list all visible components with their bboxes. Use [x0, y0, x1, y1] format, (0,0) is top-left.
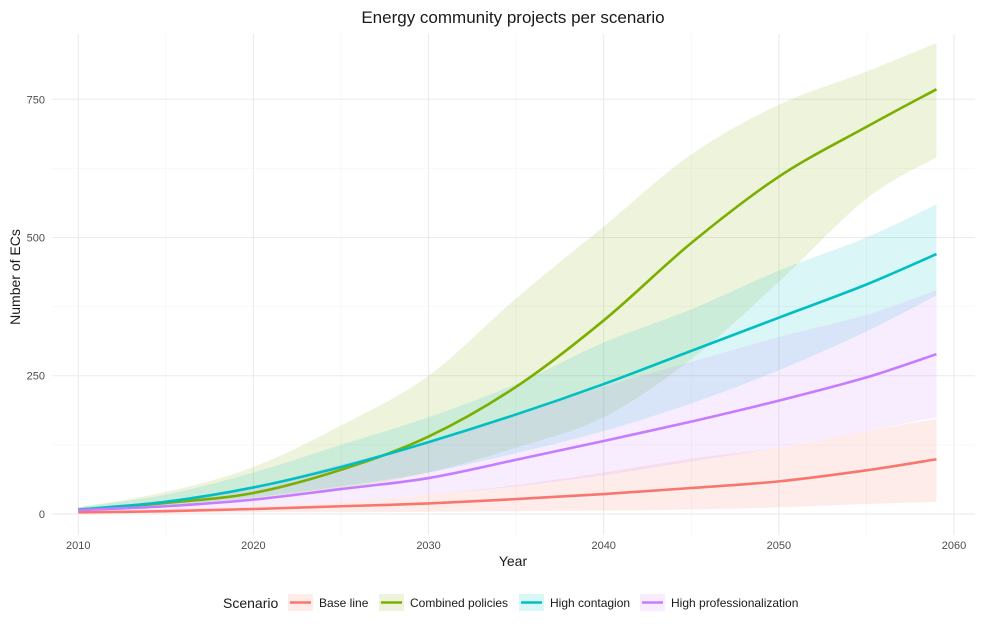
y-tick-label: 750 — [27, 94, 45, 106]
legend-label: High professionalization — [671, 596, 798, 610]
x-axis-title: Year — [499, 553, 528, 569]
chart-title: Energy community projects per scenario — [361, 8, 664, 27]
series-line-combined-policies — [78, 88, 938, 511]
legend-label: Base line — [319, 596, 369, 610]
ribbon-high-professionalization — [78, 290, 937, 511]
ribbon-combined-policies — [78, 42, 937, 511]
x-tick-label: 2050 — [767, 540, 791, 552]
x-tick-label: 2010 — [66, 540, 90, 552]
x-tick-label: 2020 — [241, 540, 265, 552]
legend-title: Scenario — [223, 595, 278, 611]
legend-label: High contagion — [550, 596, 630, 610]
legend-item: High professionalization — [640, 594, 798, 611]
y-axis-title: Number of ECs — [7, 229, 23, 325]
x-axis-ticks: 2010 2020 2030 2040 2050 2060 — [66, 540, 966, 552]
ribbon-high-contagion — [78, 204, 937, 511]
major-gridlines — [52, 34, 975, 535]
legend-item: Combined policies — [379, 594, 508, 611]
legend: Scenario Base line Combined policies High … — [223, 594, 798, 611]
legend-item: Base line — [288, 594, 369, 611]
legend-items: Base line Combined policies High contagion… — [288, 594, 798, 611]
y-axis-ticks: 0 250 500 750 — [27, 94, 45, 521]
y-tick-label: 250 — [27, 371, 45, 383]
series-line-base-line — [78, 457, 937, 514]
x-tick-label: 2040 — [591, 540, 615, 552]
confidence-ribbons — [78, 42, 937, 513]
legend-label: Combined policies — [410, 596, 508, 610]
legend-item: High contagion — [519, 594, 630, 611]
series-lines — [78, 88, 938, 514]
series-line-high-contagion — [78, 252, 937, 511]
series-line-high-professionalization — [78, 352, 937, 512]
ribbon-base-line — [78, 418, 937, 513]
x-tick-label: 2030 — [416, 540, 440, 552]
x-tick-label: 2060 — [942, 540, 966, 552]
y-tick-label: 500 — [27, 232, 45, 244]
y-tick-label: 0 — [39, 509, 45, 521]
